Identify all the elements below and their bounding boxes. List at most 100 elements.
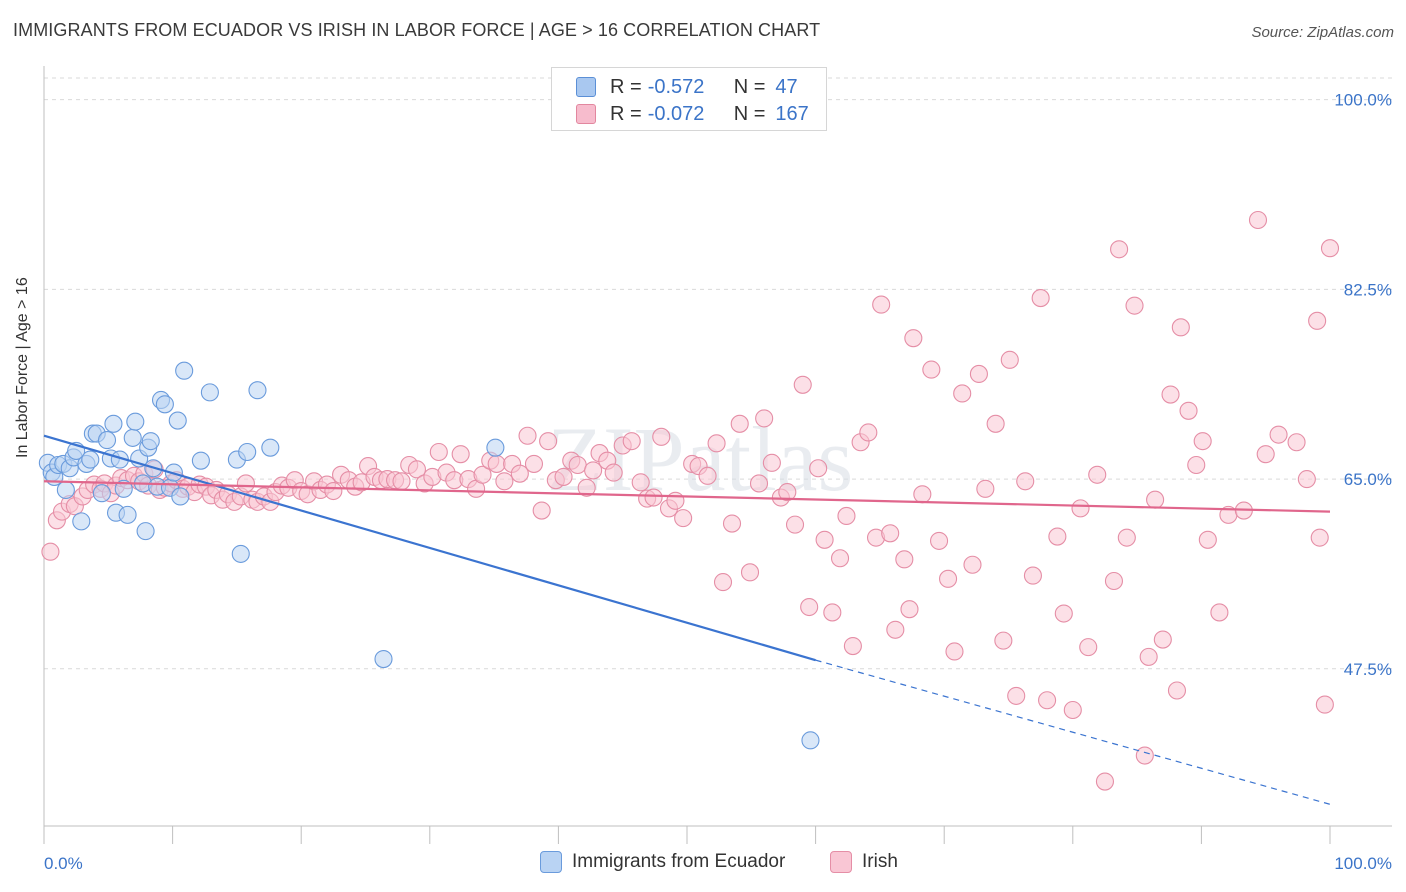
ecuador-point [191, 451, 210, 470]
ecuador-point [171, 487, 190, 506]
irish-point [969, 364, 988, 383]
ecuador-point [801, 731, 820, 750]
irish-point [740, 563, 760, 582]
n-label: N = [733, 102, 766, 125]
irish-point [815, 530, 834, 549]
stats-legend: R = -0.572 N = 47 R = -0.072 N = 167 [551, 67, 827, 131]
legend-label-irish: Irish [862, 851, 898, 872]
ecuador-point [56, 480, 75, 499]
irish-point [793, 375, 812, 394]
irish-swatch-icon [576, 104, 596, 124]
irish-point [800, 597, 819, 617]
irish-point [872, 295, 891, 314]
irish-point [945, 642, 964, 661]
n-value: 47 [775, 75, 798, 98]
irish-legend-icon [830, 851, 852, 873]
irish-point [451, 445, 470, 464]
irish-point [1146, 490, 1165, 509]
irish-point [1248, 210, 1268, 230]
irish-point [1198, 530, 1217, 549]
irish-point [1269, 425, 1288, 444]
irish-point [785, 515, 805, 534]
irish-point [652, 427, 671, 446]
legend-label-ecuador: Immigrants from Ecuador [572, 851, 786, 872]
irish-point [1310, 528, 1329, 547]
irish-point [1167, 681, 1187, 700]
irish-point [1071, 499, 1090, 518]
irish-point [762, 453, 781, 472]
irish-point [881, 524, 900, 543]
irish-point [843, 636, 862, 656]
irish-point [930, 531, 949, 550]
legend-item-irish[interactable]: Irish [830, 851, 898, 873]
ecuador-point [104, 414, 123, 433]
irish-point [837, 506, 856, 526]
irish-point [1256, 445, 1275, 464]
legend-row-ecuador: R = -0.572 N = 47 [576, 74, 798, 100]
irish-point [1038, 691, 1057, 710]
ecuador-point [97, 431, 117, 450]
r-label: R = [610, 75, 642, 98]
irish-point [1104, 571, 1124, 591]
y-tick-label: 47.5% [1344, 660, 1392, 679]
y-tick-label: 100.0% [1334, 91, 1392, 110]
irish-point [407, 460, 426, 479]
ecuador-point [118, 505, 137, 524]
irish-point [236, 474, 255, 493]
ecuador-point [231, 544, 250, 563]
irish-point [1153, 630, 1172, 649]
irish-point [1171, 318, 1190, 337]
irish-point [823, 603, 842, 622]
irish-point [554, 467, 573, 486]
data-points [38, 210, 1340, 791]
irish-point [1007, 686, 1026, 705]
tick-labels: 47.5% 65.0% 82.5% 100.0% 0.0% 100.0% [44, 91, 1392, 873]
irish-point [953, 384, 972, 403]
y-tick-label: 65.0% [1344, 470, 1392, 489]
irish-point [913, 485, 932, 504]
irish-point [1320, 239, 1340, 258]
ecuador-swatch-icon [576, 77, 596, 97]
irish-point [1079, 638, 1098, 657]
irish-point [698, 466, 717, 485]
x-tick-label: 100.0% [1334, 854, 1392, 873]
irish-point [749, 474, 769, 493]
irish-point [539, 432, 558, 451]
n-value: 167 [775, 102, 809, 125]
x-tick-label: 0.0% [44, 854, 83, 873]
irish-point [524, 454, 544, 473]
irish-point [473, 465, 492, 484]
irish-point [1095, 772, 1114, 791]
ecuador-point [126, 412, 145, 431]
irish-point [1139, 647, 1158, 666]
ecuador-point [141, 432, 160, 451]
irish-point [1187, 455, 1206, 475]
irish-point [778, 483, 797, 502]
irish-point [518, 426, 537, 445]
irish-point [1297, 470, 1316, 489]
irish-point [1308, 311, 1327, 330]
legend-item-ecuador[interactable]: Immigrants from Ecuador [540, 851, 785, 873]
irish-point [1315, 695, 1334, 714]
irish-point [1048, 527, 1067, 546]
ecuador-point [261, 438, 280, 457]
irish-point [1023, 566, 1042, 585]
irish-point [895, 550, 914, 569]
irish-point [1063, 700, 1082, 720]
axes [43, 66, 1392, 844]
irish-point [324, 481, 343, 501]
irish-point [1161, 385, 1180, 404]
trend-lines [43, 434, 1331, 805]
irish-point [755, 409, 774, 428]
irish-point [963, 555, 982, 574]
irish-point [722, 514, 742, 533]
irish-point [1125, 296, 1144, 315]
irish-point [730, 414, 749, 433]
r-value: -0.572 [647, 75, 705, 98]
irish-point [666, 491, 685, 510]
irish-point [429, 442, 448, 462]
irish-point [922, 360, 941, 379]
irish-point [1016, 472, 1035, 491]
irish-point [584, 461, 603, 480]
